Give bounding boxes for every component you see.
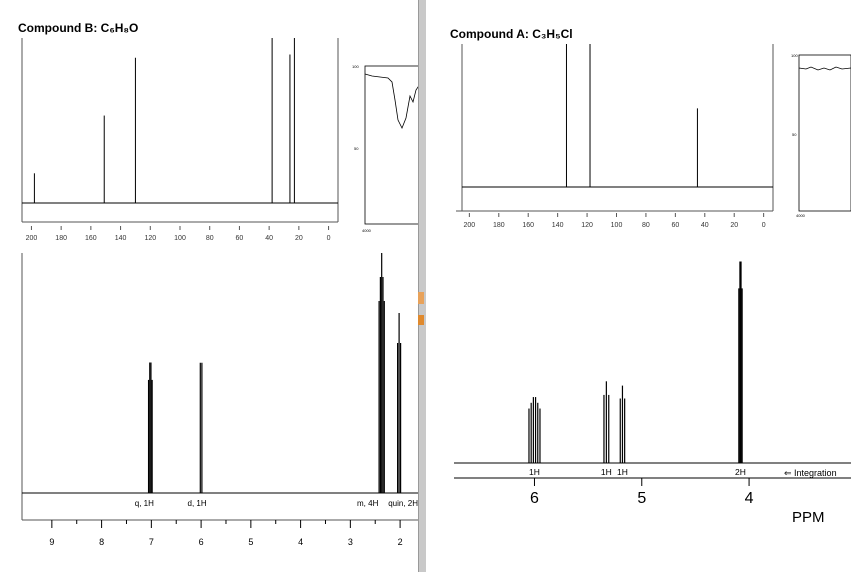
h1-tick-label: 5 <box>637 490 646 507</box>
c13-tick-label: 120 <box>581 222 593 229</box>
c13-tick-label: 160 <box>85 235 97 242</box>
ir-trace <box>364 73 426 129</box>
c13-tick-label: 140 <box>115 235 127 242</box>
c13-tick-label: 60 <box>671 222 679 229</box>
c13-tick-label: 20 <box>295 235 303 242</box>
ir-tick-mid: 50 <box>792 132 797 137</box>
h1-integration-label: 2H <box>735 467 746 477</box>
ir-tick-bottom: 4000 <box>796 213 806 218</box>
compound-a-h1-spectrum: 1H 1H 1H 2H 6 5 4 ⇐ Integration PPM <box>454 261 851 526</box>
c13-tick-label: 180 <box>55 235 67 242</box>
h1-tick-label: 4 <box>298 537 303 547</box>
c13-tick-label: 40 <box>701 222 709 229</box>
compound-b-c13-spectrum: 200 180 160 140 120 100 80 60 40 20 0 <box>21 38 339 242</box>
h1-tick-label: 3 <box>348 537 353 547</box>
compound-b-svg: Compound B: C₆H₈O 200 180 160 140 120 100 80 60… <box>18 21 426 547</box>
c13-tick-label: 0 <box>327 235 331 242</box>
compound-a-svg: Compound A: C₃H₅Cl 200 180 160 140 120 100 80 6… <box>450 27 851 526</box>
h1-peak-label: m, 4H <box>357 499 379 508</box>
panel-divider <box>418 0 427 572</box>
c13-tick-label: 200 <box>26 235 38 242</box>
h1-integration-label: 1H <box>617 467 628 477</box>
c13-tick-label: 40 <box>265 235 273 242</box>
ir-trace <box>798 66 851 71</box>
h1-tick-label: 7 <box>149 537 154 547</box>
compound-b-h1-spectrum: q, 1H d, 1H m, 4H quin, 2H 9 8 7 6 5 4 3 2 <box>21 253 420 547</box>
h1-integration-label: 1H <box>601 467 612 477</box>
h1-tick-label: 2 <box>398 537 403 547</box>
compound-a-title: Compound A: C₃H₅Cl <box>450 27 573 41</box>
c13-tick-label: 80 <box>206 235 214 242</box>
h1-tick-label: 6 <box>199 537 204 547</box>
h1-peak-label: d, 1H <box>188 499 207 508</box>
compound-a-ir-spectrum: 100 50 4000 <box>791 53 851 218</box>
h1-peak-label: q, 1H <box>135 499 154 508</box>
c13-tick-label: 0 <box>762 222 766 229</box>
c13-tick-label: 60 <box>236 235 244 242</box>
c13-tick-label: 180 <box>493 222 505 229</box>
ir-tick-top: 100 <box>352 64 359 69</box>
c13-tick-label: 100 <box>611 222 623 229</box>
integration-label: ⇐ Integration <box>784 468 837 478</box>
compound-b-ir-spectrum: 100 50 4000 <box>352 64 426 233</box>
divider-marker-1 <box>418 292 424 304</box>
c13-tick-label: 200 <box>464 222 476 229</box>
h1-tick-label: 4 <box>745 490 754 507</box>
h1-tick-label: 6 <box>530 490 539 507</box>
compound-a-c13-spectrum: 200 180 160 140 120 100 80 60 40 20 0 <box>456 44 774 229</box>
ir-tick-mid: 50 <box>354 146 359 151</box>
c13-tick-label: 80 <box>642 222 650 229</box>
ir-tick-top: 100 <box>791 53 798 58</box>
c13-tick-label: 160 <box>522 222 534 229</box>
compound-b-title: Compound B: C₆H₈O <box>18 21 138 35</box>
h1-tick-label: 5 <box>248 537 253 547</box>
compound-b-panel: Compound B: C₆H₈O 200 180 160 140 120 100 80 60… <box>0 0 426 572</box>
h1-integration-label: 1H <box>529 467 540 477</box>
ir-tick-bottom: 4000 <box>362 228 372 233</box>
h1-tick-label: 9 <box>49 537 54 547</box>
h1-tick-label: 8 <box>99 537 104 547</box>
ppm-label: PPM <box>792 509 825 526</box>
c13-tick-label: 120 <box>144 235 156 242</box>
c13-tick-label: 100 <box>174 235 186 242</box>
h1-peak-label: quin, 2H <box>388 499 418 508</box>
divider-marker-2 <box>418 315 424 325</box>
c13-tick-label: 20 <box>730 222 738 229</box>
compound-a-panel: Compound A: C₃H₅Cl 200 180 160 140 120 100 80 6… <box>426 0 851 572</box>
c13-tick-label: 140 <box>552 222 564 229</box>
